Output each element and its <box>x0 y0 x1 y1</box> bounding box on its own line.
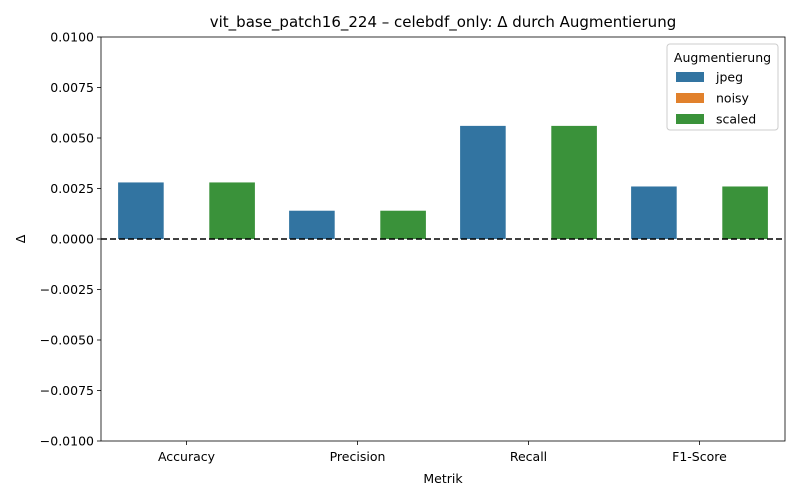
plot-area <box>100 36 786 442</box>
bar-scaled-f1-score <box>722 186 768 239</box>
legend-box <box>666 43 779 131</box>
bar-scaled-recall <box>551 125 597 239</box>
bar-scaled-accuracy <box>209 182 255 239</box>
legend-label-scaled: scaled <box>716 112 756 127</box>
y-tick-label: −0.0075 <box>40 383 94 398</box>
x-axis: Accuracy Precision Recall F1-Score <box>158 441 727 464</box>
legend-label-noisy: noisy <box>716 91 750 106</box>
legend-swatch-noisy <box>676 93 704 103</box>
x-tick-label-recall: Recall <box>510 449 547 464</box>
bar-jpeg-f1-score <box>631 186 677 239</box>
legend-title: Augmentierung <box>674 50 771 65</box>
x-tick-label-f1-score: F1-Score <box>672 449 727 464</box>
legend-swatch-jpeg <box>676 72 704 82</box>
x-tick-label-accuracy: Accuracy <box>158 449 216 464</box>
y-tick-label: 0.0100 <box>50 30 94 45</box>
y-tick-label: 0.0075 <box>50 80 94 95</box>
bar-jpeg-accuracy <box>118 182 164 239</box>
legend-swatch-scaled <box>676 114 704 124</box>
legend: Augmentierung jpeg noisy scaled <box>666 43 779 131</box>
y-tick-label: −0.0100 <box>40 434 94 449</box>
bar-jpeg-precision <box>289 210 335 239</box>
x-axis-label: Metrik <box>423 471 463 486</box>
bar-scaled-precision <box>380 210 426 239</box>
y-axis: −0.0100 −0.0075 −0.0050 −0.0025 0.0000 0.0025… <box>40 30 101 449</box>
chart-title: vit_base_patch16_224 – celebdf_only: Δ d… <box>210 13 676 32</box>
x-tick-label-precision: Precision <box>330 449 386 464</box>
bar-jpeg-recall <box>460 125 506 239</box>
y-axis-label: Δ <box>13 234 28 243</box>
y-tick-label: −0.0025 <box>40 282 94 297</box>
y-tick-label: −0.0050 <box>40 333 94 348</box>
y-tick-label: 0.0025 <box>50 181 94 196</box>
y-tick-label: 0.0050 <box>50 131 94 146</box>
y-tick-label: 0.0000 <box>50 232 94 247</box>
legend-label-jpeg: jpeg <box>715 70 743 85</box>
